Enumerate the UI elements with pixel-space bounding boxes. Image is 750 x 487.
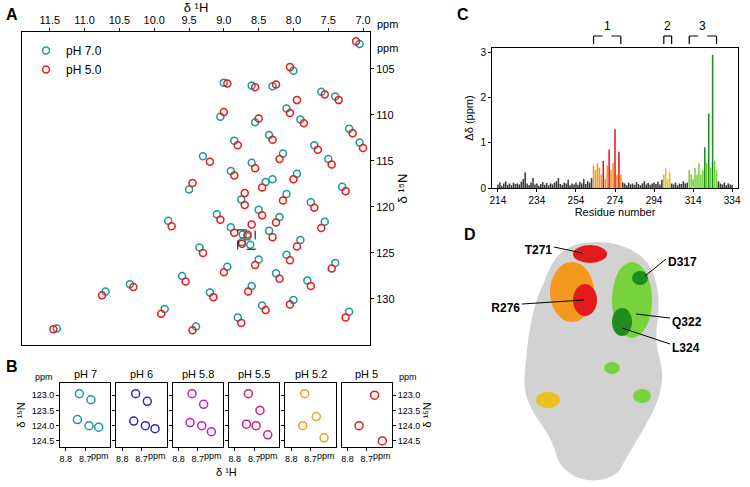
svg-text:8.7: 8.7: [79, 454, 92, 464]
svg-text:8.8: 8.8: [285, 454, 298, 464]
svg-text:ppm: ppm: [260, 451, 278, 461]
svg-text:δ ¹⁵N: δ ¹⁵N: [421, 402, 433, 427]
svg-text:ppm: ppm: [399, 372, 417, 382]
svg-text:Δδ (ppm): Δδ (ppm): [463, 95, 475, 140]
svg-text:ppm: ppm: [373, 451, 391, 461]
svg-text:254: 254: [568, 195, 585, 206]
svg-text:pH 7: pH 7: [74, 368, 97, 380]
svg-text:Residue number: Residue number: [575, 206, 656, 218]
svg-text:D317: D317: [668, 255, 697, 269]
svg-text:C: C: [457, 6, 469, 23]
svg-text:3: 3: [480, 47, 486, 58]
svg-text:ppm: ppm: [204, 451, 222, 461]
svg-text:δ ¹H: δ ¹H: [216, 466, 237, 478]
svg-text:11.0: 11.0: [74, 14, 95, 26]
svg-text:125: 125: [376, 247, 394, 259]
svg-text:115: 115: [376, 155, 394, 167]
svg-text:ppm: ppm: [91, 451, 109, 461]
svg-text:9.5: 9.5: [181, 14, 196, 26]
svg-text:2: 2: [664, 19, 671, 33]
svg-text:pH 5.8: pH 5.8: [182, 368, 214, 380]
svg-text:1: 1: [480, 137, 486, 148]
svg-text:8.7: 8.7: [361, 454, 374, 464]
svg-text:123.5: 123.5: [398, 406, 421, 416]
svg-text:7.0: 7.0: [355, 14, 370, 26]
svg-text:274: 274: [607, 195, 624, 206]
svg-text:Q322: Q322: [672, 315, 702, 329]
svg-text:T271: T271: [525, 243, 553, 257]
svg-text:A: A: [6, 6, 18, 23]
svg-text:124.0: 124.0: [398, 421, 421, 431]
svg-text:124.5: 124.5: [32, 436, 55, 446]
svg-text:ppm: ppm: [35, 372, 53, 382]
svg-text:8.7: 8.7: [248, 454, 261, 464]
svg-text:2: 2: [480, 92, 486, 103]
svg-text:L324: L324: [672, 341, 700, 355]
svg-text:pH 5: pH 5: [355, 368, 378, 380]
svg-text:123.0: 123.0: [398, 390, 421, 400]
svg-text:0: 0: [480, 183, 486, 194]
svg-text:δ ¹H: δ ¹H: [184, 0, 209, 15]
svg-text:124.0: 124.0: [32, 421, 55, 431]
svg-text:8.7: 8.7: [135, 454, 148, 464]
svg-text:3: 3: [699, 19, 706, 33]
svg-text:δ ¹⁵N: δ ¹⁵N: [395, 174, 410, 204]
svg-text:9.0: 9.0: [216, 14, 231, 26]
svg-text:δ ¹⁵N: δ ¹⁵N: [15, 402, 27, 427]
svg-text:8.0: 8.0: [286, 14, 301, 26]
svg-text:B: B: [6, 358, 18, 375]
svg-text:11.5: 11.5: [40, 14, 61, 26]
svg-text:234: 234: [529, 195, 546, 206]
svg-text:110: 110: [376, 109, 394, 121]
svg-text:R276: R276: [491, 301, 520, 315]
svg-text:pH 7.0: pH 7.0: [66, 44, 102, 58]
svg-text:8.7: 8.7: [192, 454, 205, 464]
svg-text:ppm: ppm: [148, 451, 166, 461]
svg-text:1: 1: [604, 19, 611, 33]
svg-text:D: D: [464, 226, 476, 243]
svg-text:pH 5.0: pH 5.0: [66, 63, 102, 77]
svg-text:ppm: ppm: [377, 42, 398, 54]
svg-text:334: 334: [724, 195, 741, 206]
svg-text:8.7: 8.7: [304, 454, 317, 464]
svg-text:124.5: 124.5: [398, 436, 421, 446]
svg-text:120: 120: [376, 201, 394, 213]
svg-text:123.0: 123.0: [32, 390, 55, 400]
svg-text:8.8: 8.8: [172, 454, 185, 464]
svg-text:8.8: 8.8: [341, 454, 354, 464]
svg-text:123.5: 123.5: [32, 406, 55, 416]
svg-text:294: 294: [646, 195, 663, 206]
svg-text:8.8: 8.8: [229, 454, 242, 464]
svg-text:10.0: 10.0: [144, 14, 165, 26]
svg-text:ppm: ppm: [317, 451, 335, 461]
svg-text:8.5: 8.5: [251, 14, 266, 26]
svg-text:8.8: 8.8: [116, 454, 129, 464]
svg-text:214: 214: [490, 195, 507, 206]
svg-text:7.5: 7.5: [321, 14, 336, 26]
svg-text:130: 130: [376, 293, 394, 305]
svg-text:105: 105: [376, 63, 394, 75]
svg-text:8.8: 8.8: [60, 454, 73, 464]
svg-text:ppm: ppm: [377, 18, 398, 30]
svg-text:10.5: 10.5: [109, 14, 130, 26]
svg-text:314: 314: [685, 195, 702, 206]
svg-text:pH 5.2: pH 5.2: [295, 368, 327, 380]
svg-text:pH 6: pH 6: [130, 368, 153, 380]
svg-text:pH 5.5: pH 5.5: [238, 368, 270, 380]
